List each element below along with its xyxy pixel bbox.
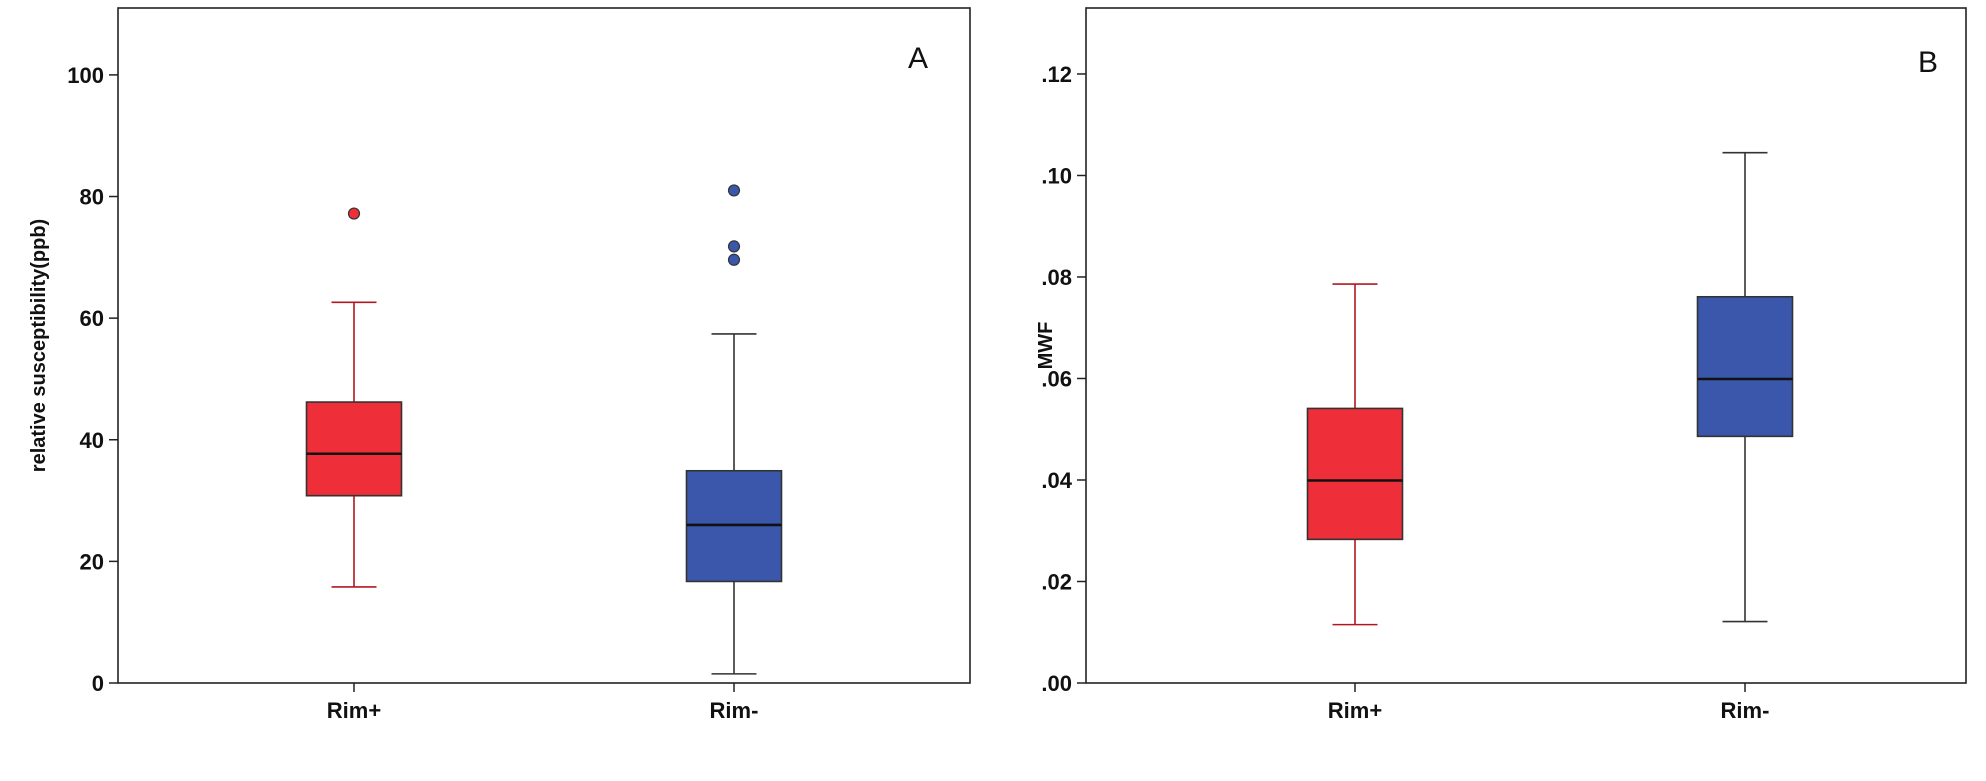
y-axis-title: relative susceptibility(ppb) [28,219,50,472]
plot-frame [1085,7,1967,684]
outlier-point [347,207,361,220]
y-tick-label: 60 [80,306,104,331]
y-tick-label: .00 [1041,671,1072,696]
box-rimminus [1696,151,1794,623]
x-category-label: Rim+ [1328,698,1382,723]
iqr-box [1696,295,1794,438]
y-tick-label: .12 [1041,62,1072,87]
y-tick-label: .10 [1041,163,1072,188]
x-category-label: Rim+ [327,698,381,723]
box-rimminus [685,184,783,675]
y-tick-label: 100 [67,63,104,88]
iqr-box [305,401,403,497]
outlier-point [727,253,741,266]
y-tick-label: .08 [1041,265,1072,290]
y-tick-label: .06 [1041,366,1072,391]
box-rimplus [305,207,403,588]
box-rimplus [1306,283,1404,626]
iqr-box [1306,407,1404,541]
outlier-point [727,240,741,253]
y-tick-label: .04 [1041,468,1072,493]
y-tick-label: .02 [1041,569,1072,594]
outlier-point [727,184,741,197]
y-tick-label: 0 [92,671,104,696]
x-category-label: Rim- [710,698,759,723]
panel-a: 0 20 40 60 80 100 Rim+ Rim-relative susceptibil… [28,7,971,723]
x-category-label: Rim- [1721,698,1770,723]
panel-label: B [1918,46,1938,79]
panel-label: A [908,42,928,75]
y-tick-label: 80 [80,185,104,210]
plot-frame [117,7,971,684]
y-axis-title: MWF [1035,322,1057,370]
panel-b: .00 .02 .04 .06 .08 .10 .12 Rim+ Rim- MWF B [1035,7,1967,723]
y-tick-label: 40 [80,428,104,453]
y-tick-label: 20 [80,549,104,574]
